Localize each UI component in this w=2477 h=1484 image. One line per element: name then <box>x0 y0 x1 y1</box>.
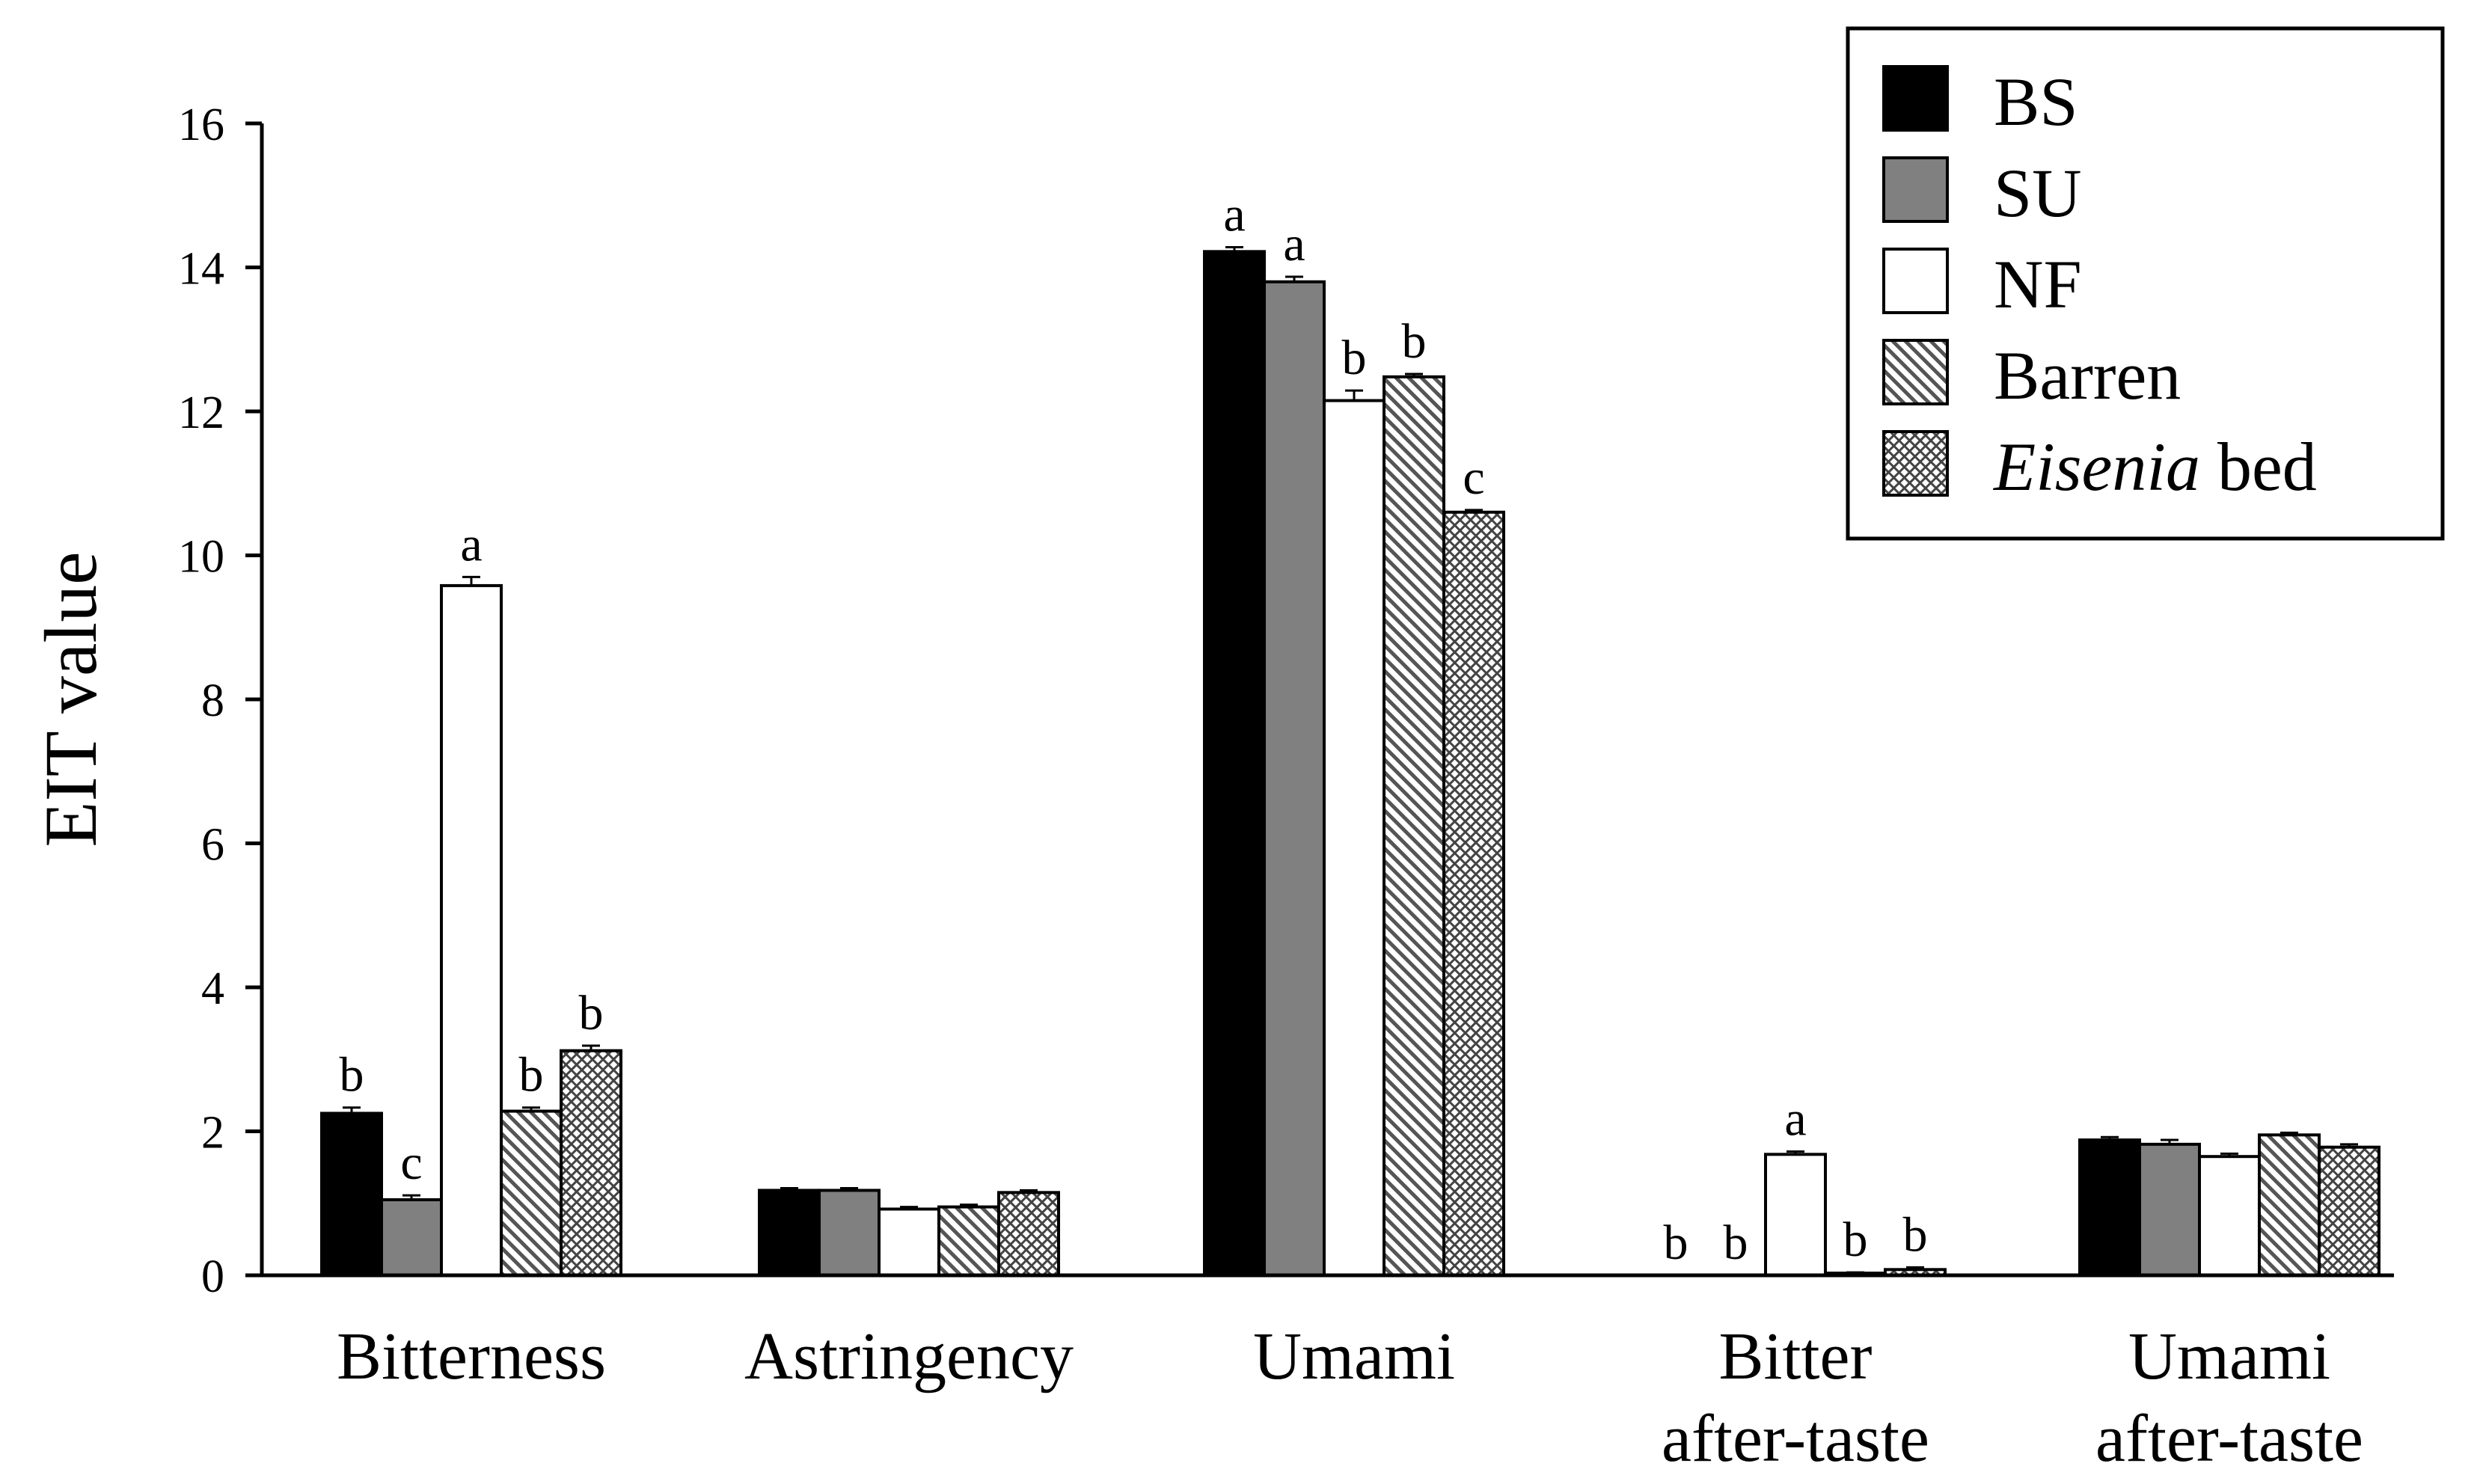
significance-letter: a <box>1223 188 1245 242</box>
significance-letter: a <box>1784 1091 1806 1146</box>
legend-label: SU <box>1994 155 2082 231</box>
legend-label: NF <box>1994 246 2082 322</box>
bar-su-1 <box>818 1189 881 1278</box>
legend-label: BS <box>1994 64 2078 140</box>
legend-label: Eisenia bed <box>1992 429 2317 505</box>
legend-swatch-barren <box>1882 339 1949 405</box>
bar-barren-0 <box>500 1109 563 1278</box>
y-tick-label: 4 <box>201 963 224 1014</box>
significance-letter: b <box>340 1048 364 1103</box>
legend-swatch-bs <box>1882 65 1949 132</box>
significance-letter: b <box>519 1048 544 1103</box>
x-category-label: after-taste <box>2095 1402 2363 1476</box>
legend-swatch-eisenia-bed <box>1882 430 1949 497</box>
y-tick-label: 14 <box>178 244 224 295</box>
y-tick-label: 2 <box>201 1108 224 1159</box>
bar-barren-4 <box>2258 1133 2321 1277</box>
bar-eisenia-bed-1 <box>997 1191 1060 1277</box>
bar-barren-1 <box>937 1205 1000 1277</box>
y-axis-title: EIT value <box>29 551 112 847</box>
legend-swatch-nf <box>1882 248 1949 314</box>
bar-eisenia-bed-0 <box>560 1049 622 1277</box>
bar-su-2 <box>1263 280 1326 1277</box>
bar-bs-2 <box>1203 250 1266 1278</box>
bar-su-4 <box>2138 1142 2201 1277</box>
bar-nf-0 <box>440 583 503 1277</box>
bar-bs-1 <box>758 1189 821 1278</box>
legend-label: Barren <box>1994 337 2181 414</box>
bar-su-0 <box>380 1198 443 1277</box>
x-category-label: after-taste <box>1662 1402 1929 1476</box>
significance-letter: b <box>1843 1212 1868 1267</box>
significance-letter: b <box>1903 1207 1928 1262</box>
bar-eisenia-bed-2 <box>1442 510 1505 1277</box>
y-tick-label: 6 <box>201 820 224 871</box>
x-category-label: Astringency <box>744 1319 1074 1393</box>
significance-letter: b <box>1342 331 1367 385</box>
bar-nf-1 <box>878 1207 940 1277</box>
bar-nf-3 <box>1764 1153 1827 1278</box>
significance-letter: b <box>579 986 604 1040</box>
bar-bs-0 <box>320 1112 383 1277</box>
y-tick-label: 10 <box>178 532 224 583</box>
legend-swatch-su <box>1882 156 1949 223</box>
y-tick-label: 16 <box>178 99 224 150</box>
significance-letter: b <box>1402 314 1427 369</box>
x-category-label: Bitterness <box>337 1319 606 1393</box>
significance-letter: b <box>1724 1215 1748 1270</box>
significance-letter: c <box>400 1135 422 1190</box>
y-tick-label: 12 <box>178 387 224 438</box>
significance-letter: a <box>1283 217 1305 272</box>
bar-nf-4 <box>2198 1155 2261 1277</box>
bar-bs-4 <box>2078 1138 2141 1278</box>
x-category-label: Bitter <box>1719 1319 1873 1393</box>
bar-eisenia-bed-4 <box>2318 1145 2380 1278</box>
significance-letter: c <box>1463 450 1484 505</box>
bar-barren-2 <box>1383 375 1445 1277</box>
y-tick-label: 0 <box>201 1251 224 1302</box>
significance-letter: b <box>1664 1215 1688 1270</box>
significance-letter: a <box>460 517 482 571</box>
bar-nf-2 <box>1323 399 1386 1277</box>
x-category-label: Umami <box>2128 1319 2330 1393</box>
y-tick-label: 8 <box>201 675 224 726</box>
x-category-label: Umami <box>1253 1319 1455 1393</box>
